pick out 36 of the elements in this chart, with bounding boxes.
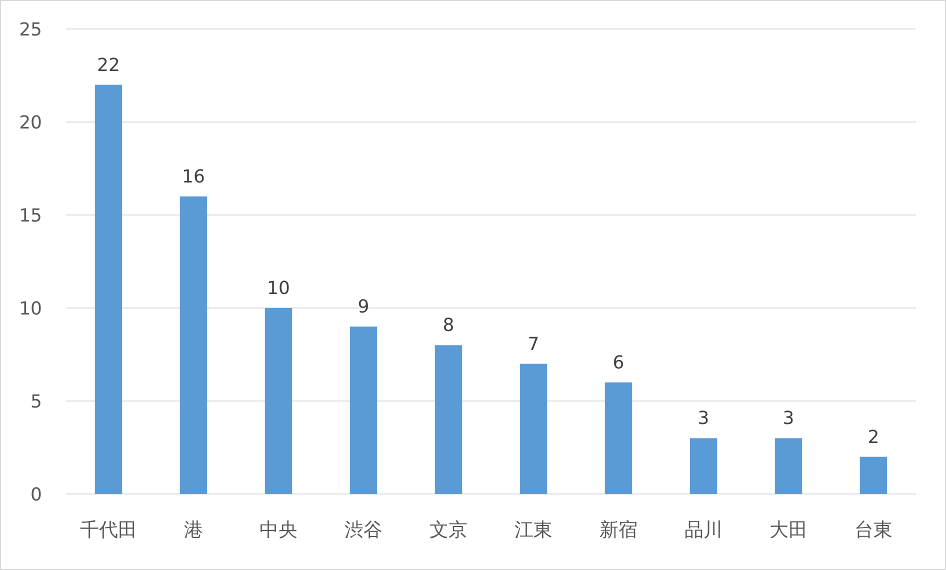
bar	[520, 364, 548, 494]
bar	[94, 84, 122, 494]
bar	[690, 438, 718, 494]
data-label: 10	[267, 278, 290, 299]
x-tick-label: 台東	[854, 519, 892, 541]
data-label: 22	[97, 54, 120, 76]
x-tick-label: 新宿	[600, 519, 638, 541]
bar	[434, 345, 462, 494]
y-tick-label: 10	[19, 298, 42, 320]
x-tick-label: 千代田	[80, 519, 137, 541]
y-tick-label: 25	[19, 19, 42, 40]
data-label: 2	[868, 426, 880, 448]
bar	[860, 456, 888, 494]
x-tick-label: 文京	[430, 519, 468, 541]
y-tick-label: 20	[19, 112, 42, 134]
x-tick-label: 渋谷	[344, 519, 382, 541]
y-tick-label: 0	[30, 484, 42, 506]
x-tick-label: 港	[184, 519, 203, 541]
data-label: 8	[442, 315, 454, 336]
x-tick-label: 品川	[684, 519, 722, 541]
data-label: 16	[182, 166, 205, 188]
y-tick-label: 15	[19, 205, 42, 226]
y-tick-label: 5	[30, 391, 42, 412]
bar	[774, 438, 802, 494]
data-label: 3	[698, 408, 710, 430]
data-label: 3	[782, 408, 794, 430]
bar	[264, 308, 292, 494]
x-tick-label: 大田	[770, 519, 808, 541]
bar	[180, 196, 208, 494]
data-label: 6	[612, 352, 624, 374]
x-tick-label: 中央	[260, 519, 298, 541]
bar	[350, 326, 378, 494]
x-tick-label: 江東	[514, 519, 552, 541]
data-label: 9	[358, 296, 370, 318]
bar	[604, 382, 632, 494]
data-label: 7	[528, 334, 540, 355]
